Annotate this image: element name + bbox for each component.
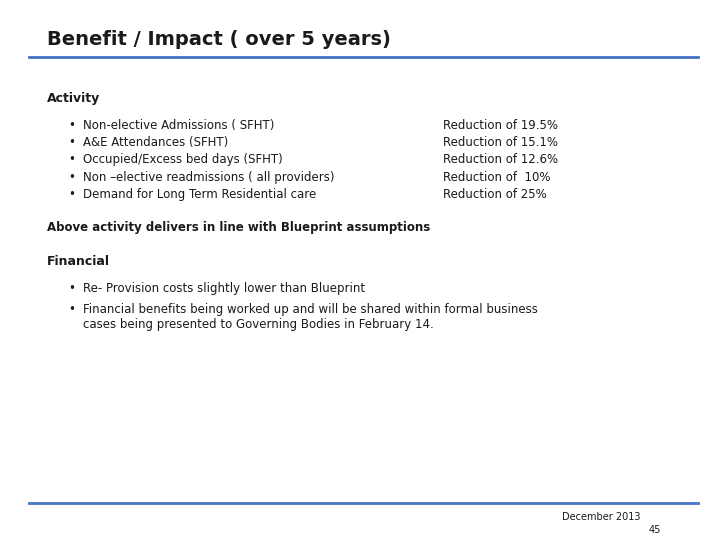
Text: Demand for Long Term Residential care: Demand for Long Term Residential care	[83, 188, 316, 201]
Text: •: •	[68, 119, 76, 132]
Text: Financial benefits being worked up and will be shared within formal business
cas: Financial benefits being worked up and w…	[83, 303, 538, 332]
Text: Reduction of 12.6%: Reduction of 12.6%	[443, 153, 558, 166]
Text: Activity: Activity	[47, 92, 100, 105]
Text: Reduction of 19.5%: Reduction of 19.5%	[443, 119, 558, 132]
Text: •: •	[68, 136, 76, 149]
Text: A&E Attendances (SFHT): A&E Attendances (SFHT)	[83, 136, 228, 149]
Text: •: •	[68, 188, 76, 201]
Text: Above activity delivers in line with Blueprint assumptions: Above activity delivers in line with Blu…	[47, 221, 430, 234]
Text: Financial: Financial	[47, 255, 110, 268]
Text: Occupied/Excess bed days (SFHT): Occupied/Excess bed days (SFHT)	[83, 153, 282, 166]
Text: Reduction of 15.1%: Reduction of 15.1%	[443, 136, 558, 149]
Text: Benefit / Impact ( over 5 years): Benefit / Impact ( over 5 years)	[47, 30, 391, 49]
Text: •: •	[68, 303, 76, 316]
Text: Re- Provision costs slightly lower than Blueprint: Re- Provision costs slightly lower than …	[83, 282, 365, 295]
Text: •: •	[68, 282, 76, 295]
Text: 45: 45	[649, 525, 662, 535]
Text: Reduction of  10%: Reduction of 10%	[443, 171, 550, 184]
Text: December 2013: December 2013	[562, 512, 640, 522]
Text: Non-elective Admissions ( SFHT): Non-elective Admissions ( SFHT)	[83, 119, 274, 132]
Text: •: •	[68, 171, 76, 184]
Text: Non –elective readmissions ( all providers): Non –elective readmissions ( all provide…	[83, 171, 334, 184]
Text: •: •	[68, 153, 76, 166]
Text: Reduction of 25%: Reduction of 25%	[443, 188, 546, 201]
